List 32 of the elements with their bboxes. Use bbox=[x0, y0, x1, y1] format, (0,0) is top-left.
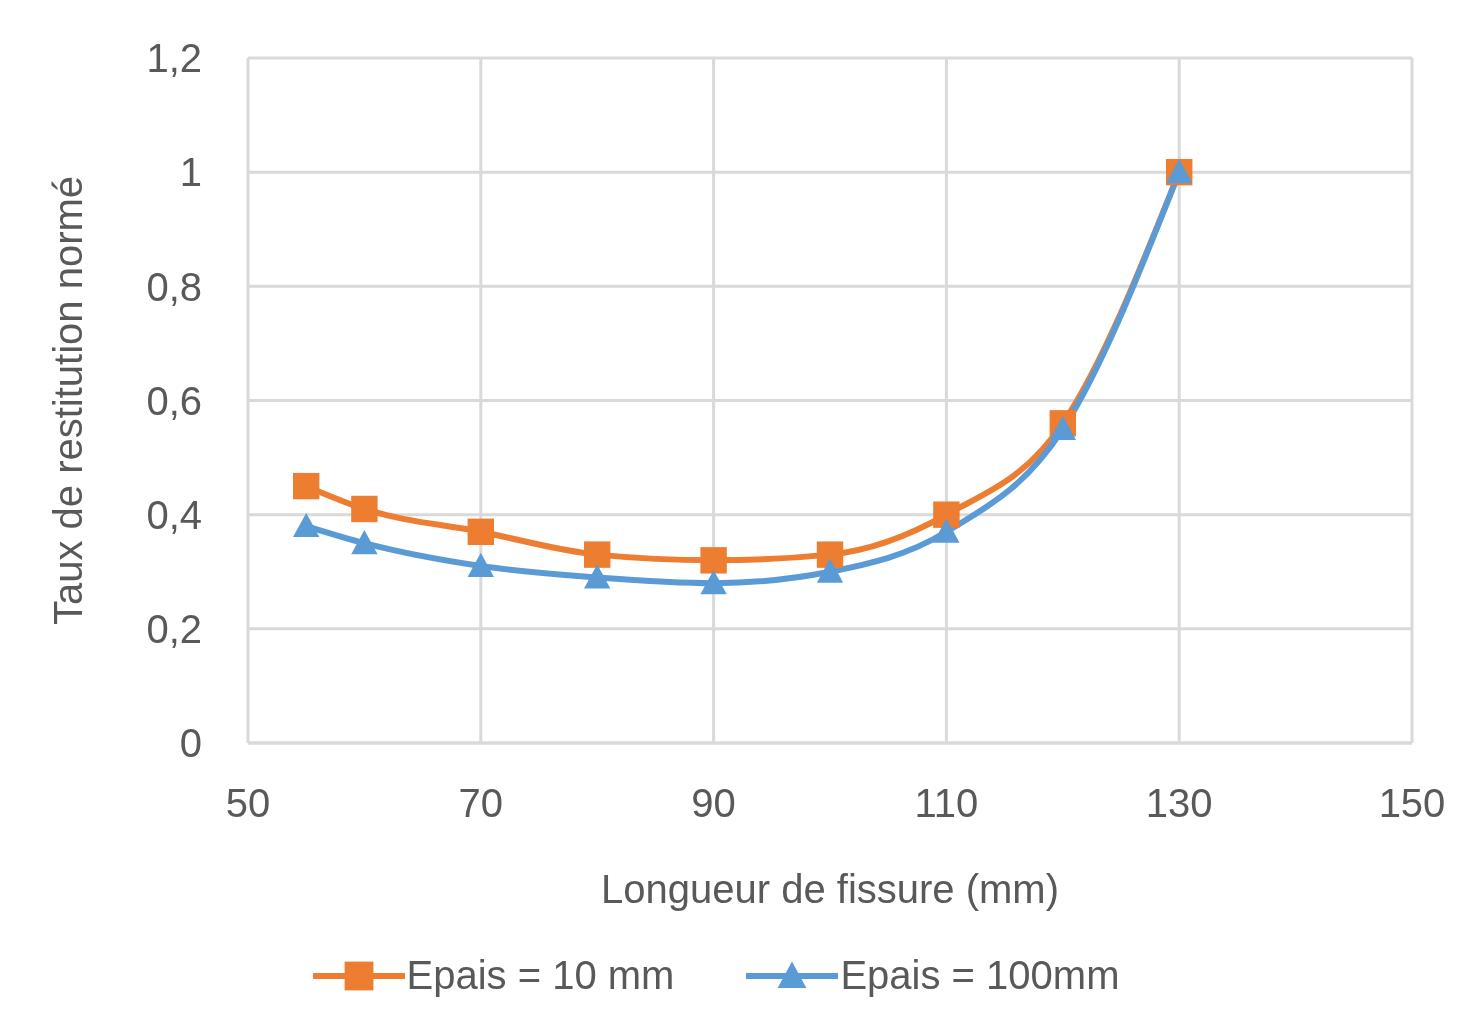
point bbox=[700, 547, 727, 574]
x-axis-title: Longueur de fissure (mm) bbox=[601, 867, 1059, 911]
x-tick-label: 70 bbox=[458, 781, 504, 826]
y-axis-title: Taux de restitution normé bbox=[46, 175, 91, 626]
legend-label: Epais = 100mm bbox=[840, 953, 1120, 998]
y-tick-label: 1 bbox=[179, 150, 202, 195]
point bbox=[700, 569, 727, 595]
y-tick-label: 0,6 bbox=[146, 378, 202, 423]
point bbox=[816, 541, 844, 568]
y-tick-label: 0,2 bbox=[146, 607, 202, 652]
point bbox=[293, 512, 320, 538]
y-tick-label: 0,8 bbox=[146, 264, 202, 309]
x-tick-label: 130 bbox=[1145, 781, 1213, 826]
point bbox=[1049, 415, 1076, 441]
point bbox=[467, 518, 494, 545]
point bbox=[933, 501, 960, 528]
point bbox=[351, 495, 378, 523]
point bbox=[933, 518, 960, 543]
legend-label: Epais = 10 mm bbox=[406, 953, 675, 998]
x-tick-label: 90 bbox=[691, 781, 736, 826]
x-tick-label: 50 bbox=[225, 781, 271, 826]
x-tick-label: 110 bbox=[914, 781, 979, 826]
point bbox=[467, 552, 494, 578]
y-tick-label: 0,4 bbox=[146, 492, 202, 537]
y-tick-label: 0 bbox=[179, 721, 202, 766]
point bbox=[293, 472, 320, 500]
point bbox=[816, 558, 844, 583]
y-tick-label: 1,2 bbox=[146, 36, 202, 81]
point bbox=[584, 564, 611, 589]
point bbox=[351, 530, 378, 555]
x-tick-label: 150 bbox=[1378, 781, 1446, 826]
point bbox=[584, 541, 611, 568]
